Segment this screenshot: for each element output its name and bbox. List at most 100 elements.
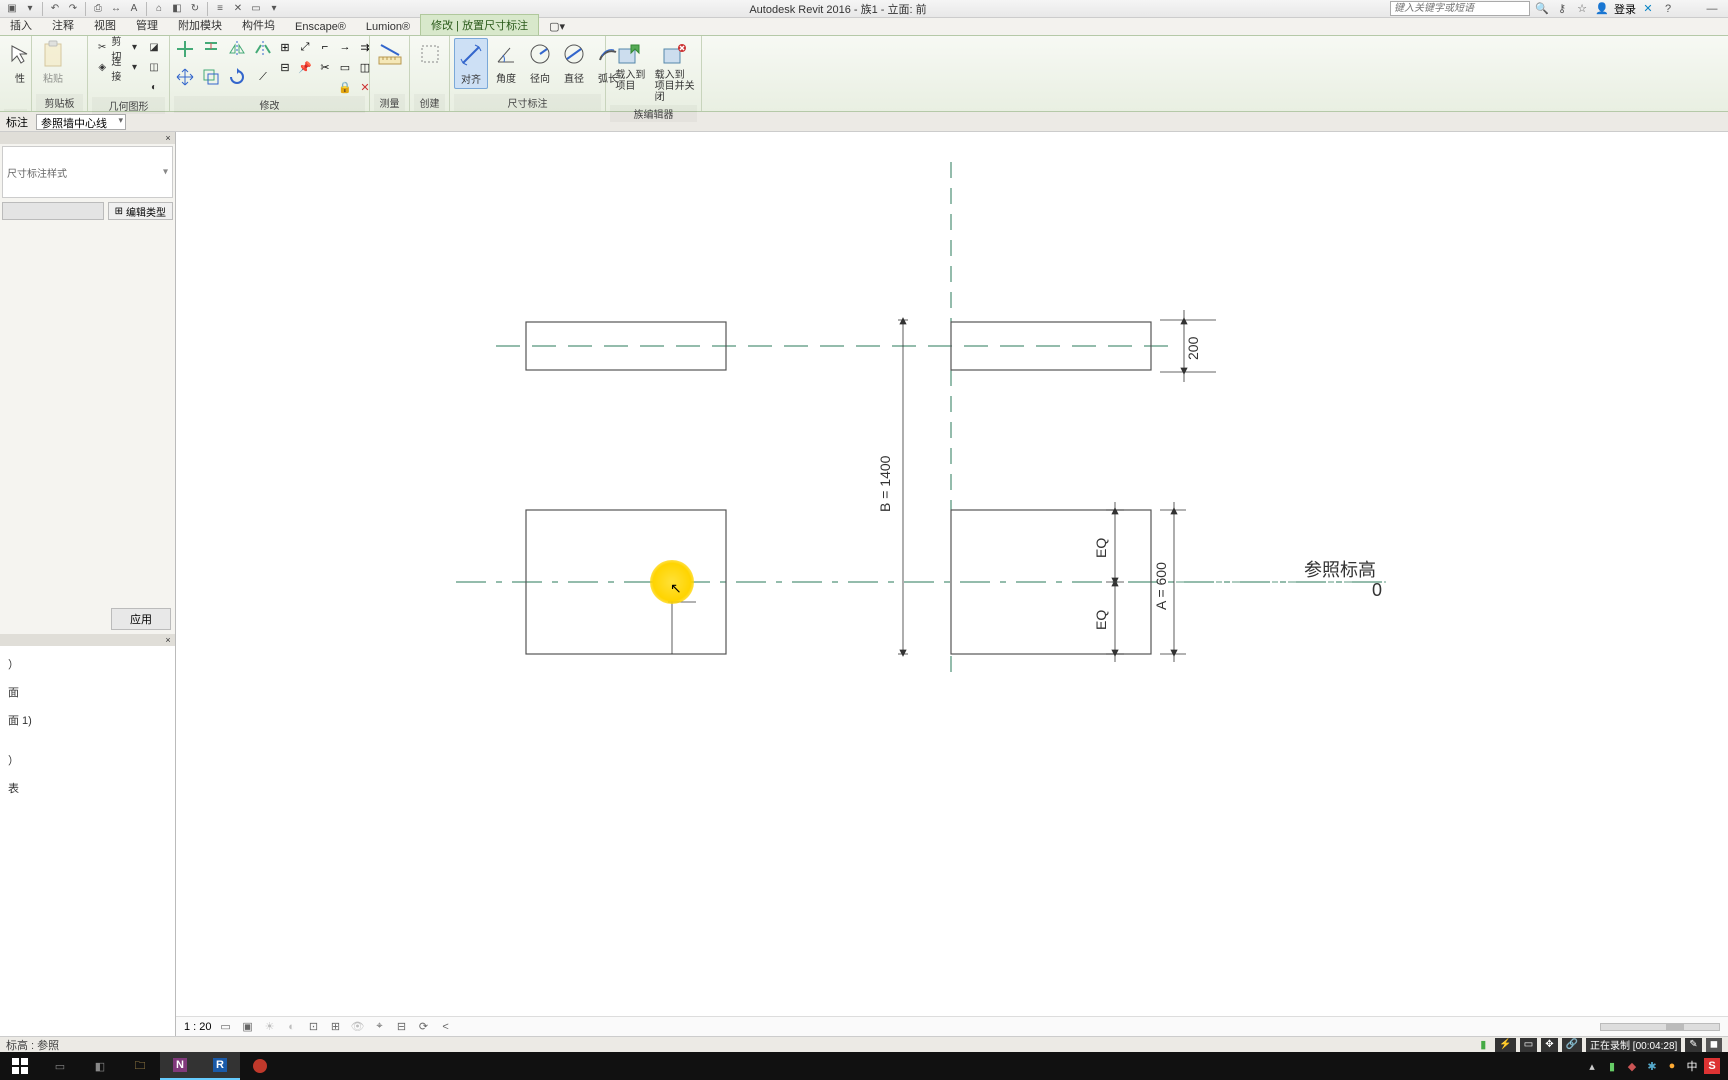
temp-hide-icon[interactable]: ⌖ bbox=[372, 1019, 388, 1035]
diameter-dimension-button[interactable]: 直径 bbox=[558, 38, 590, 87]
cope-button[interactable]: ◪ bbox=[143, 38, 165, 57]
tab-lumion[interactable]: Lumion® bbox=[356, 19, 420, 35]
split-element-icon[interactable]: ⊟ bbox=[276, 58, 294, 76]
project-browser[interactable]: ） 面 面 1) ） 表 bbox=[0, 646, 175, 1036]
split-button[interactable]: ◫ bbox=[143, 58, 165, 77]
favorite-icon[interactable]: ☆ bbox=[1574, 1, 1590, 17]
task-view-button[interactable]: ▭ bbox=[40, 1052, 80, 1080]
demolish-button[interactable]: ◐ bbox=[143, 78, 165, 97]
load-close-button[interactable]: 载入到 项目并关闭 bbox=[653, 38, 697, 105]
tab-addins[interactable]: 附加模块 bbox=[168, 15, 232, 35]
create-button[interactable] bbox=[414, 38, 446, 70]
mirror-draw-icon[interactable] bbox=[252, 38, 274, 60]
browser-close-icon[interactable]: × bbox=[163, 635, 173, 645]
apply-button[interactable]: 应用 bbox=[111, 608, 171, 630]
user-icon[interactable]: 👤 bbox=[1594, 1, 1610, 17]
measure-button[interactable] bbox=[374, 38, 406, 70]
crop-view-icon[interactable]: ⊡ bbox=[306, 1019, 322, 1035]
pin-icon[interactable]: 📌 bbox=[296, 58, 314, 76]
exchange-icon[interactable]: ✕ bbox=[1640, 1, 1656, 17]
drawing-canvas[interactable]: B = 1400 200 A = 600 bbox=[176, 132, 1728, 1036]
type-selector[interactable]: 尺寸标注样式 ▾ bbox=[2, 146, 173, 198]
scale-icon[interactable]: ⤢ bbox=[296, 38, 314, 56]
instance-combo[interactable] bbox=[2, 202, 104, 220]
trim-tool-icon[interactable]: ⟋ bbox=[252, 66, 274, 88]
status-link-icon[interactable]: 🔗 bbox=[1562, 1038, 1582, 1052]
tray-battery-icon[interactable]: ▮ bbox=[1604, 1058, 1620, 1074]
clipboard-icon bbox=[39, 40, 67, 68]
status-drag-icon[interactable]: ✥ bbox=[1541, 1038, 1557, 1052]
tab-annotate[interactable]: 注释 bbox=[42, 15, 84, 35]
scale-label[interactable]: 1 : 20 bbox=[184, 1021, 212, 1033]
stop-icon[interactable]: ◼ bbox=[1706, 1038, 1722, 1052]
browser-item[interactable]: 表 bbox=[4, 774, 171, 802]
status-filter-icon[interactable]: ▮ bbox=[1475, 1037, 1491, 1053]
browser-item[interactable]: ） bbox=[4, 746, 171, 774]
align-tool-icon[interactable] bbox=[174, 38, 196, 60]
tray-app3-icon[interactable]: ● bbox=[1664, 1058, 1680, 1074]
placement-combo[interactable]: 参照墙中心线 bbox=[36, 114, 126, 130]
aligned-dimension-button[interactable]: 对齐 bbox=[454, 38, 488, 89]
constraints-icon[interactable]: < bbox=[438, 1019, 454, 1035]
revit-button[interactable]: R bbox=[200, 1052, 240, 1080]
task-app1[interactable]: ◧ bbox=[80, 1052, 120, 1080]
props-close-icon[interactable]: × bbox=[163, 133, 173, 143]
group-icon[interactable]: ▭ bbox=[336, 58, 354, 76]
trim-corner-icon[interactable]: ⌐ bbox=[316, 38, 334, 56]
unpin-icon[interactable]: ✂ bbox=[316, 58, 334, 76]
browser-item[interactable]: 面 bbox=[4, 678, 171, 706]
join-geometry-button[interactable]: ◈连接 ▾ bbox=[92, 58, 141, 77]
explorer-button[interactable]: 🗀 bbox=[120, 1052, 160, 1080]
detail-level-icon[interactable]: ▭ bbox=[218, 1019, 234, 1035]
help-search-input[interactable] bbox=[1390, 1, 1530, 16]
status-efficiency-icon[interactable]: ⚡ bbox=[1495, 1038, 1515, 1052]
copy-tool-icon[interactable] bbox=[200, 66, 222, 88]
browser-item[interactable]: 面 1) bbox=[4, 706, 171, 734]
lock-icon[interactable]: 🔒 bbox=[336, 78, 354, 96]
search-icon[interactable]: 🔍 bbox=[1534, 1, 1550, 17]
aligned-dim-icon bbox=[457, 41, 485, 69]
unhide-icon[interactable]: 👁 bbox=[350, 1019, 366, 1035]
tab-goujianwu[interactable]: 构件坞 bbox=[232, 15, 285, 35]
extend-single-icon[interactable]: → bbox=[336, 38, 354, 56]
tray-app1-icon[interactable]: ◆ bbox=[1624, 1058, 1640, 1074]
login-label[interactable]: 登录 bbox=[1614, 1, 1636, 17]
move-tool-icon[interactable] bbox=[174, 66, 196, 88]
sun-path-icon[interactable]: ☀ bbox=[262, 1019, 278, 1035]
view-scrollbar[interactable] bbox=[1600, 1023, 1720, 1031]
browser-item[interactable]: ） bbox=[4, 650, 171, 678]
shadows-icon[interactable]: ◐ bbox=[284, 1019, 300, 1035]
paste-button[interactable]: 粘贴 bbox=[36, 38, 70, 87]
reveal-icon[interactable]: ⊟ bbox=[394, 1019, 410, 1035]
record-button[interactable] bbox=[240, 1052, 280, 1080]
tab-enscape[interactable]: Enscape® bbox=[285, 19, 356, 35]
edit-type-button[interactable]: ⊞ 编辑类型 bbox=[108, 202, 173, 220]
ime-label[interactable]: 中 bbox=[1684, 1058, 1700, 1074]
tray-sogou-icon[interactable]: S bbox=[1704, 1058, 1720, 1074]
offset-tool-icon[interactable] bbox=[200, 38, 222, 60]
worksharing-icon[interactable]: ⟳ bbox=[416, 1019, 432, 1035]
help-icon[interactable]: ? bbox=[1660, 1, 1676, 17]
minimize-button[interactable]: — bbox=[1704, 1, 1720, 17]
angular-dimension-button[interactable]: 角度 bbox=[490, 38, 522, 87]
array-icon[interactable]: ⊞ bbox=[276, 38, 294, 56]
tray-up-icon[interactable]: ▴ bbox=[1584, 1058, 1600, 1074]
tab-insert[interactable]: 插入 bbox=[0, 15, 42, 35]
rotate-tool-icon[interactable] bbox=[226, 66, 248, 88]
start-button[interactable] bbox=[0, 1052, 40, 1080]
visual-style-icon[interactable]: ▣ bbox=[240, 1019, 256, 1035]
tab-expand-icon[interactable]: ▢▾ bbox=[539, 18, 575, 35]
tab-manage[interactable]: 管理 bbox=[126, 15, 168, 35]
load-project-button[interactable]: 载入到 项目 bbox=[610, 38, 651, 94]
comm-icon[interactable]: ⚷ bbox=[1554, 1, 1570, 17]
edit-icon[interactable]: ✎ bbox=[1685, 1038, 1701, 1052]
radial-dimension-button[interactable]: 径向 bbox=[524, 38, 556, 87]
onenote-button[interactable]: N bbox=[160, 1052, 200, 1080]
browser-item[interactable] bbox=[4, 734, 171, 746]
tab-modify-dimension[interactable]: 修改 | 放置尺寸标注 bbox=[420, 14, 539, 35]
tray-app2-icon[interactable]: ✱ bbox=[1644, 1058, 1660, 1074]
crop-visible-icon[interactable]: ⊞ bbox=[328, 1019, 344, 1035]
status-select-icon[interactable]: ▭ bbox=[1520, 1038, 1537, 1052]
options-label: 标注 bbox=[6, 114, 28, 130]
mirror-axis-icon[interactable] bbox=[226, 38, 248, 60]
